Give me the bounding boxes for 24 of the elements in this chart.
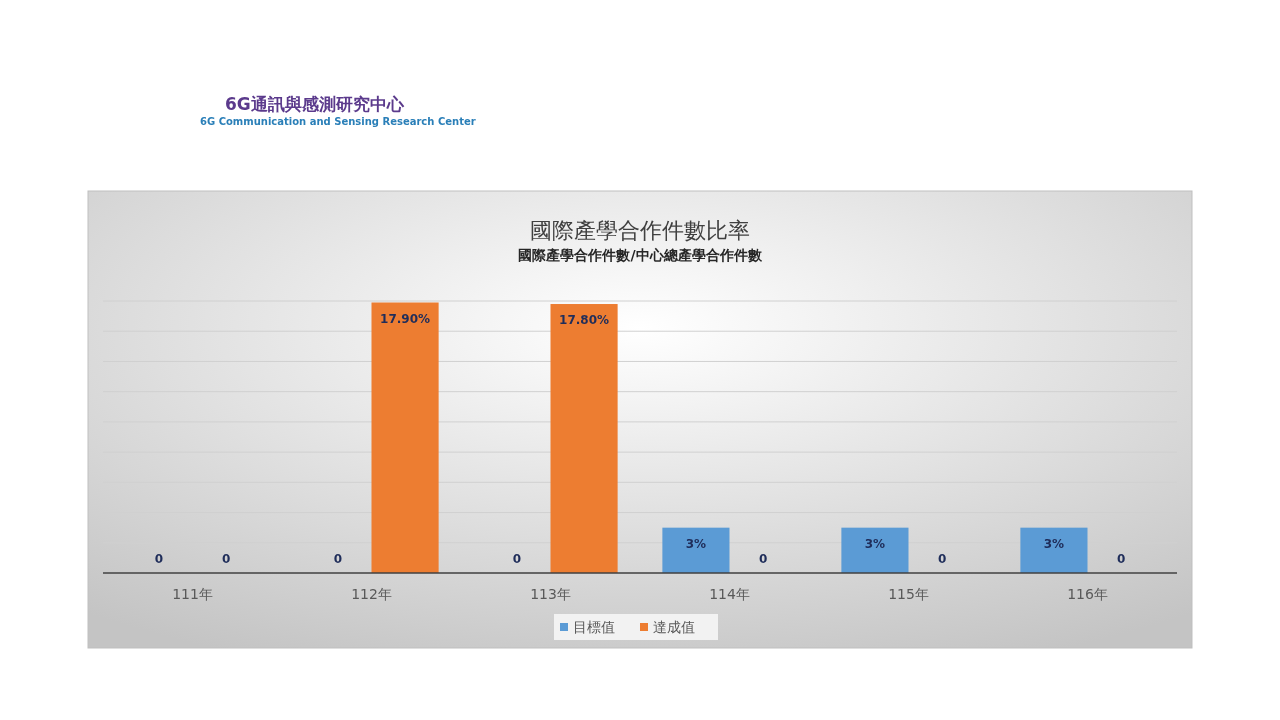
data-label: 3% — [685, 536, 707, 551]
annotation: 0 — [1116, 552, 1126, 566]
text: 6G通訊與感測研究中心 — [225, 94, 405, 114]
annotation: 0 — [154, 552, 164, 566]
data-label: 3% — [864, 536, 886, 551]
x-tick-label: 116年 — [1067, 586, 1108, 602]
legend-label: 目標值 — [573, 619, 615, 635]
data-label: 17.90% — [380, 311, 431, 326]
x-tick-label: 114年 — [709, 586, 750, 602]
x-tick-label: 113年 — [530, 586, 571, 602]
text: 6G Communication and Sensing Research Center — [200, 116, 476, 127]
annotation: 0 — [221, 552, 231, 566]
annotation: 0 — [937, 552, 947, 566]
data-label: 17.80% — [559, 313, 610, 328]
annotation: 0 — [333, 552, 343, 566]
annotation: 0 — [758, 552, 768, 566]
x-tick-label: 112年 — [351, 586, 392, 602]
annotation: 0 — [512, 552, 522, 566]
x-tick-label: 115年 — [888, 586, 929, 602]
x-tick-label: 111年 — [172, 586, 213, 602]
chart-subtitle: 國際產學合作件數/中心總產學合作件數 — [518, 247, 763, 263]
legend-label: 達成值 — [653, 619, 695, 635]
data-label: 3% — [1043, 536, 1065, 551]
chart-title: 國際產學合作件數比率 — [530, 218, 750, 243]
